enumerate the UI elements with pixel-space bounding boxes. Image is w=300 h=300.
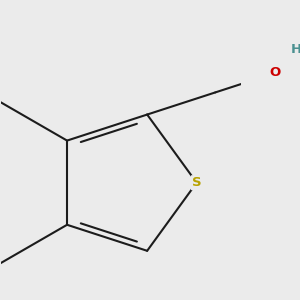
Text: O: O bbox=[270, 66, 281, 80]
Text: H: H bbox=[291, 43, 300, 56]
Text: S: S bbox=[192, 176, 202, 189]
